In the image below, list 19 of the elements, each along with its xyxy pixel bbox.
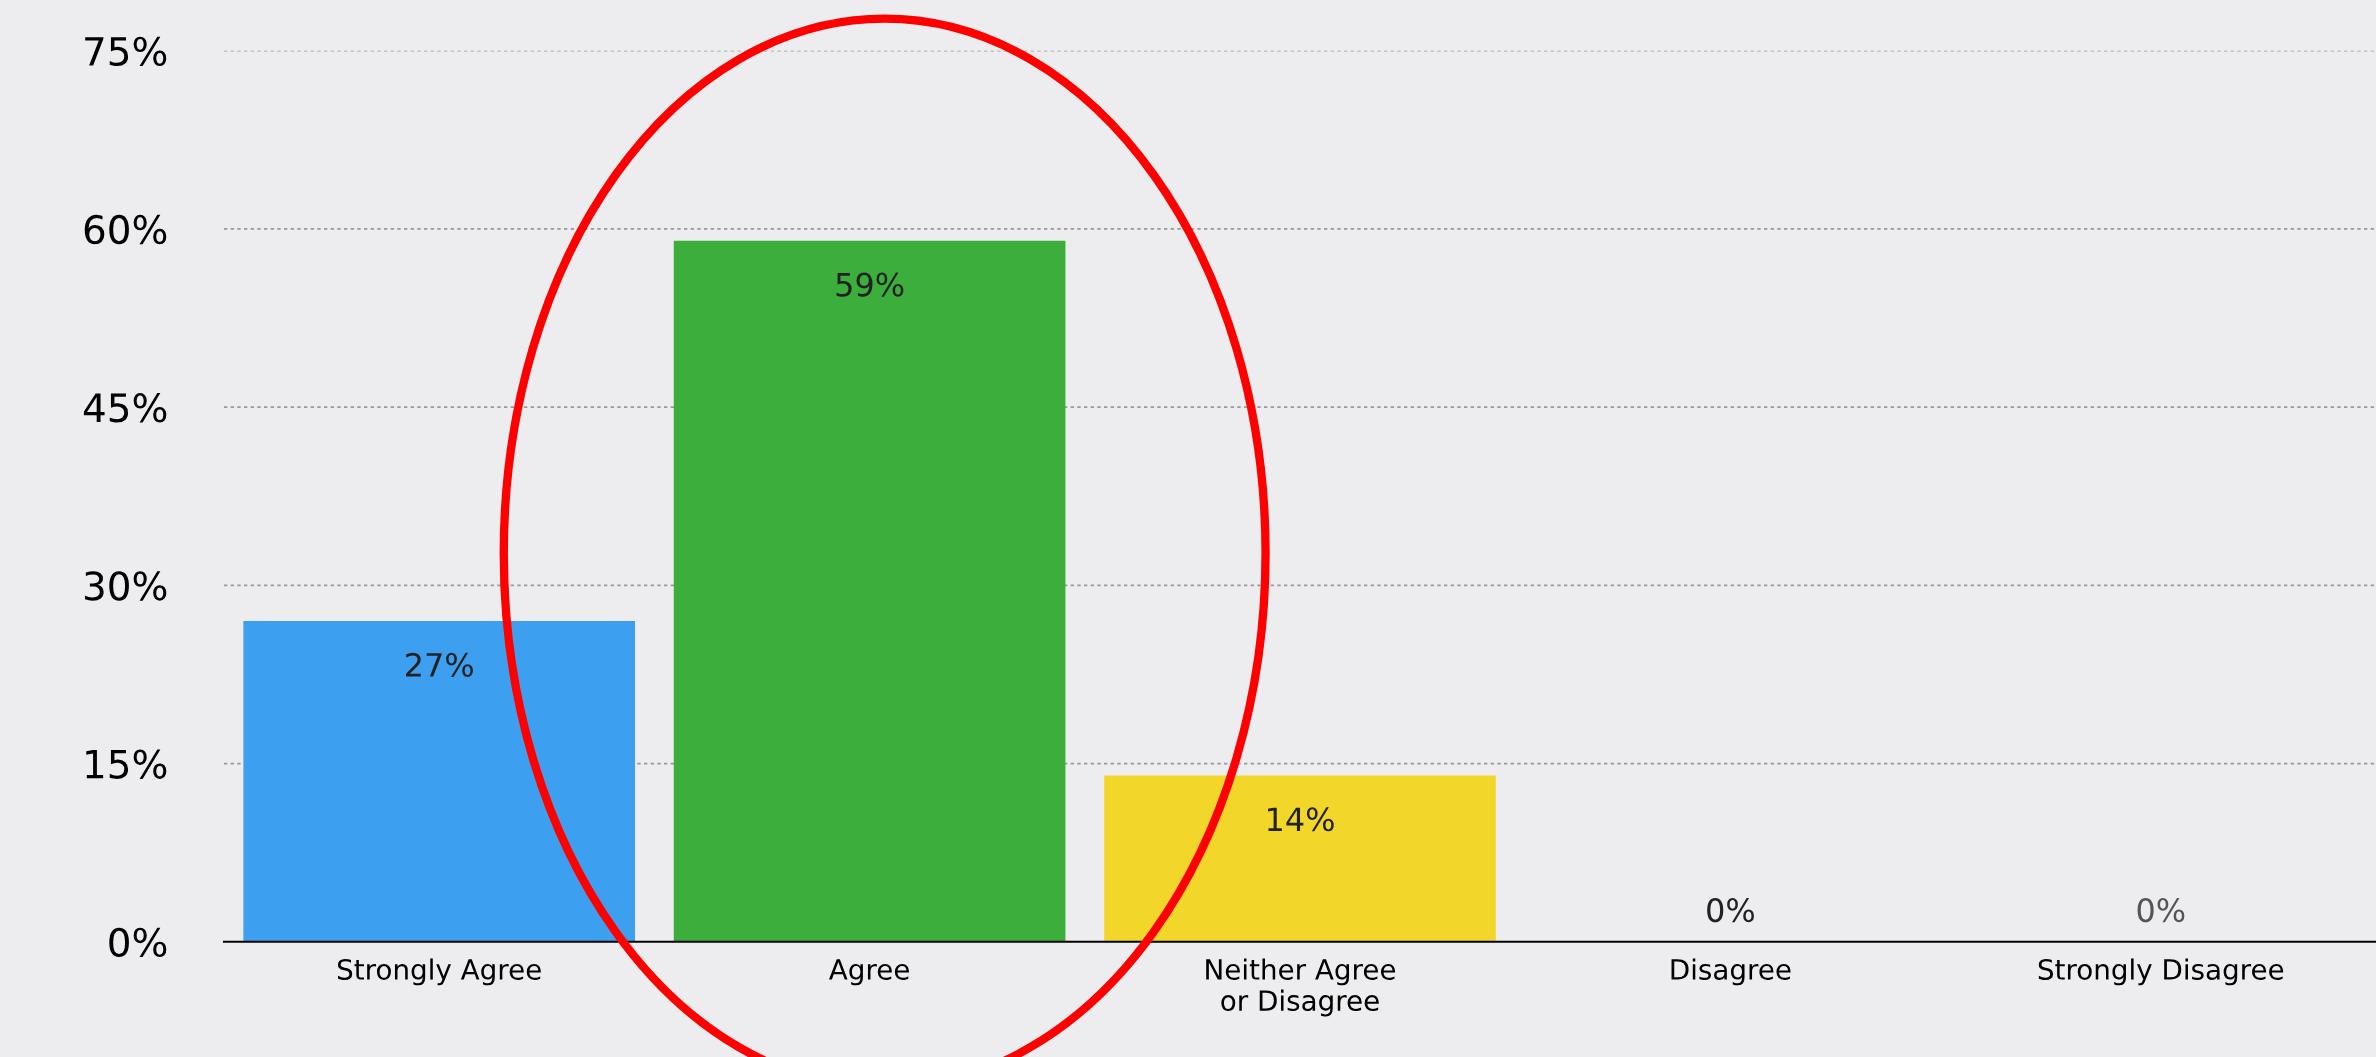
x-tick-label: Strongly Agree (337, 958, 541, 986)
x-tick-label: Neither Agree or Disagree (1206, 958, 1396, 1017)
data-label: 0% (1707, 898, 1754, 923)
data-label: 27% (406, 652, 473, 677)
data-label: 0% (2137, 898, 2185, 923)
bar (1104, 775, 1496, 942)
y-tick-label: 0% (109, 927, 167, 958)
data-label: 14% (1268, 807, 1334, 832)
bar (673, 240, 1066, 942)
x-tick-label: Agree (829, 959, 909, 986)
x-tick-label: Disagree (1671, 958, 1791, 986)
bar (243, 621, 636, 942)
y-tick-label: 75% (85, 36, 167, 67)
y-tick-label: 60% (84, 214, 167, 245)
y-tick-label: 15% (86, 749, 167, 779)
x-tick-label: Strongly Disagree (2038, 958, 2284, 986)
y-tick-label: 45% (83, 393, 167, 423)
data-label: 59% (836, 272, 904, 297)
y-tick-label: 30% (84, 571, 167, 601)
